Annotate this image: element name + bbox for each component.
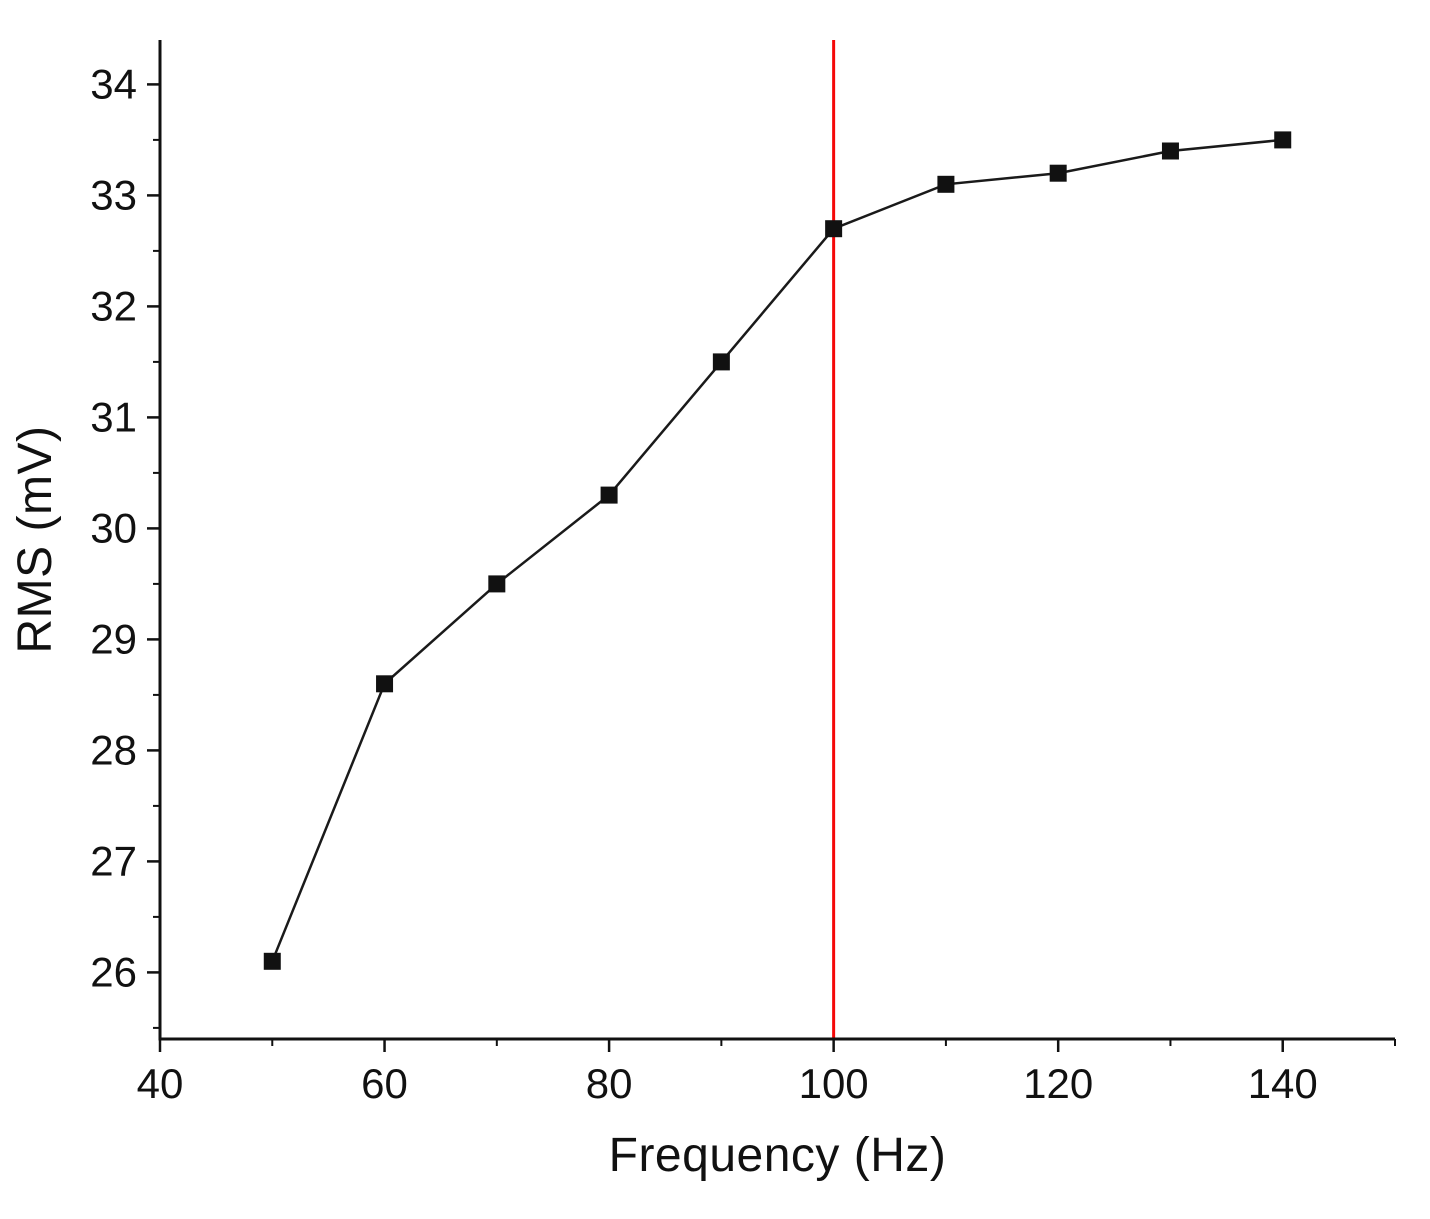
y-tick-label: 32 — [90, 283, 137, 330]
x-tick-label: 100 — [799, 1060, 869, 1107]
x-tick-label: 60 — [361, 1060, 408, 1107]
data-point-marker — [1274, 131, 1292, 149]
x-axis-label: Frequency (Hz) — [608, 1129, 947, 1182]
data-point-marker — [1049, 164, 1067, 182]
y-tick-label: 34 — [90, 61, 137, 108]
data-point-marker — [488, 575, 506, 593]
x-tick-label: 40 — [137, 1060, 184, 1107]
data-point-marker — [600, 486, 618, 504]
data-point-marker — [937, 175, 955, 193]
data-point-marker — [263, 952, 281, 970]
y-tick-label: 33 — [90, 172, 137, 219]
data-point-marker — [712, 353, 730, 371]
y-tick-label: 29 — [90, 616, 137, 663]
y-tick-label: 26 — [90, 949, 137, 996]
x-tick-label: 140 — [1248, 1060, 1318, 1107]
y-tick-label: 27 — [90, 838, 137, 885]
data-point-marker — [825, 220, 843, 238]
y-tick-label: 28 — [90, 727, 137, 774]
series-line — [271, 138, 1283, 962]
data-point-marker — [1161, 142, 1179, 160]
data-point-marker — [376, 675, 394, 693]
y-tick-label: 30 — [90, 505, 137, 552]
y-tick-label: 31 — [90, 394, 137, 441]
x-tick-label: 120 — [1023, 1060, 1093, 1107]
y-axis-label: RMS (mV) — [9, 425, 62, 654]
x-tick-label: 80 — [586, 1060, 633, 1107]
